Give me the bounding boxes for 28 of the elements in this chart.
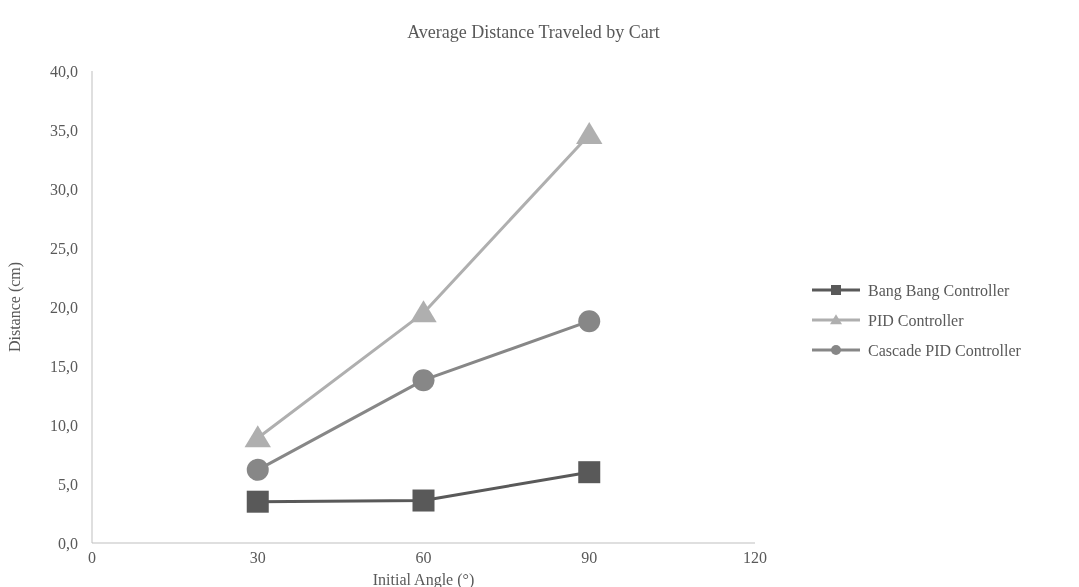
x-tick-label: 30: [249, 549, 266, 566]
point: [410, 300, 437, 323]
legend-label: PID Controller: [868, 311, 965, 329]
point: [246, 458, 269, 481]
y-tick-label: 0,0: [58, 534, 78, 552]
y-tick-label: 30,0: [50, 180, 78, 198]
y-axis-title: Distance (cm): [6, 261, 24, 353]
y-tick-label: 15,0: [50, 357, 78, 375]
x-tick-label: 60: [415, 549, 432, 566]
x-tick-label: 0: [88, 549, 96, 566]
point: [412, 369, 435, 392]
point: [576, 122, 603, 145]
x-tick-label: 90: [581, 549, 598, 566]
y-tick-label: 25,0: [50, 239, 78, 257]
y-tick-label: 5,0: [58, 475, 78, 493]
point: [578, 461, 601, 484]
x-tick-label: 120: [743, 549, 767, 566]
point: [412, 489, 435, 512]
point: [578, 310, 601, 333]
chart-title: Average Distance Traveled by Cart: [407, 22, 660, 42]
point: [244, 425, 271, 448]
y-tick-label: 10,0: [50, 416, 78, 434]
legend-label: Cascade PID Controller: [868, 341, 1022, 359]
point: [246, 490, 269, 513]
legend-label: Bang Bang Controller: [868, 281, 1010, 300]
y-tick-label: 20,0: [50, 298, 78, 316]
y-tick-label: 35,0: [50, 121, 78, 139]
y-tick-label: 40,0: [50, 62, 78, 80]
